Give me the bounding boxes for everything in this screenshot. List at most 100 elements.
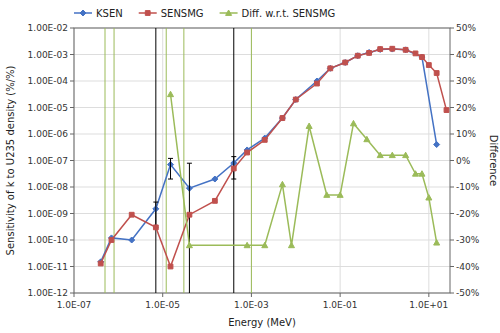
series-marker [293,97,299,103]
y-tick-label: 1.00E-12 [28,288,68,298]
y-grid-line [74,54,450,55]
y-tick [70,134,74,135]
y-tick [70,240,74,241]
y-tick-label: 1.00E-03 [28,50,68,60]
y-tick [70,187,74,188]
y2-tick [450,81,454,82]
y2-tick-label: 20% [456,103,476,113]
series-marker [279,115,285,121]
legend-marker [226,10,232,15]
series-marker [377,46,383,52]
series-marker [262,242,268,247]
plot-area [74,28,450,293]
error-bar [153,202,158,227]
y-tick [70,266,74,267]
series-marker [403,47,408,52]
y2-tick [450,266,454,267]
y2-tick-label: 10% [456,129,476,139]
x-tick-label: 1.0E+01 [409,300,448,310]
series-marker [288,242,294,247]
y2-tick [450,54,454,55]
x-tick [251,293,252,297]
y2-tick-label: 0% [456,156,471,166]
y-grid-line [74,187,450,188]
series-line [101,49,437,262]
series-marker [98,261,103,266]
series-marker [262,137,267,142]
x-tick [162,293,163,297]
y2-tick-label: -10% [456,182,480,192]
series-marker [412,171,418,176]
series-marker [390,46,395,51]
y-tick-label: 1.00E-07 [28,156,68,166]
series-marker [187,212,192,217]
series-marker [342,59,348,65]
chart: 1.0E-07 1.0E-05 1.0E-03 1.0E-01 1.0E+01 1.00E… [0,0,500,333]
series-marker [168,264,173,269]
x-tick-label: 1.0E-03 [234,300,269,310]
series-marker [377,152,383,157]
series-marker [315,81,320,86]
reference-line [251,28,252,293]
series-marker [324,192,330,197]
y-tick-label: 1.00E-10 [28,235,69,245]
y2-tick-label: 30% [456,76,476,86]
series-line [171,94,437,245]
series-marker [389,152,395,157]
legend-label: SENSMG [161,8,204,19]
series-marker [389,46,395,52]
series-marker [109,238,114,243]
series-marker [245,150,250,155]
x-tick [428,293,429,297]
x-tick-label: 1.0E-07 [57,300,92,310]
y-tick-label: 1.00E-09 [28,209,69,219]
y-grid-line [74,134,450,135]
series-marker [327,65,333,71]
y2-tick-label: -20% [456,209,480,219]
y2-tick [450,187,454,188]
series-marker [355,53,361,59]
series-marker [419,171,425,176]
series-marker [244,242,250,247]
series [168,91,440,247]
series-marker [426,63,431,68]
plot-content [98,28,449,293]
legend-marker [145,11,150,16]
series-marker [378,47,383,52]
series-marker [293,97,298,102]
y2-tick-label: 50% [456,23,476,33]
series-line [101,49,447,267]
series-marker [129,237,135,243]
y-tick [70,54,74,55]
y2-tick-label: -40% [456,262,480,272]
y2-tick-label: 40% [456,50,476,60]
series-marker [186,242,192,247]
x-tick [74,293,75,297]
y-tick [70,107,74,108]
y-tick-label: 1.00E-02 [28,23,68,33]
series-marker [350,120,356,125]
series-marker [343,60,348,65]
x-tick-label: 1.0E-01 [323,300,358,310]
y2-tick-label: -30% [456,235,480,245]
series-marker [168,91,174,96]
y2-tick [450,213,454,214]
series-marker [434,240,440,245]
x-tick-label: 1.0E-05 [145,300,180,310]
legend: KSENSENSMGDiff. w.r.t. SENSMG [74,8,335,19]
series-marker [337,192,343,197]
y-grid-line [74,266,450,267]
legend-label: KSEN [96,8,123,19]
series-marker [367,50,372,55]
reference-line [114,28,115,293]
series-marker [444,108,449,113]
x-axis-label: Energy (MeV) [228,317,296,328]
x-tick [340,293,341,297]
y-tick-label: 1.00E-06 [28,129,69,139]
y-tick [70,160,74,161]
series-marker [328,66,333,71]
series-marker [306,123,312,128]
y-tick [70,81,74,82]
series [98,46,440,293]
series-marker [426,195,432,200]
